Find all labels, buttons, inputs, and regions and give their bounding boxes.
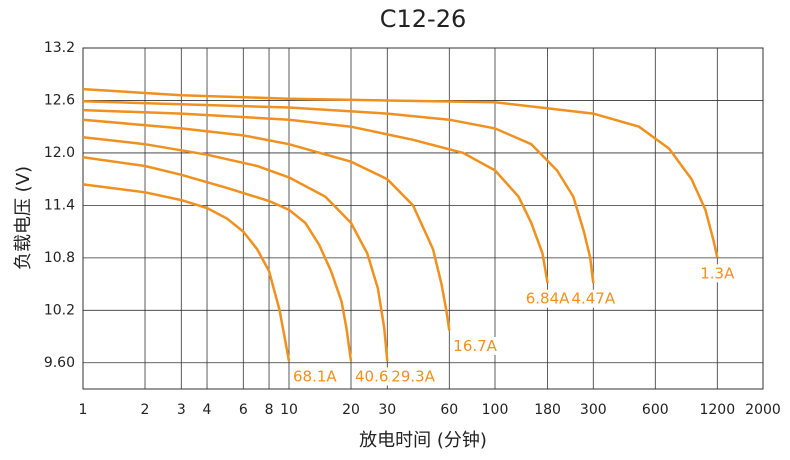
- series-label: 4.47A: [571, 290, 615, 308]
- series-label: 68.1A: [293, 368, 337, 386]
- label-background: [451, 336, 500, 355]
- y-tick-label: 13.2: [44, 40, 75, 56]
- x-tick-label: 20: [342, 402, 360, 418]
- series-label: 1.3A: [700, 264, 735, 282]
- label-background: [523, 289, 573, 308]
- chart-title: C12-26: [380, 5, 467, 33]
- series-line: [82, 100, 595, 284]
- series-label: 16.7A: [453, 337, 497, 355]
- x-tick-label: 8: [265, 402, 274, 418]
- label-background: [389, 367, 438, 386]
- y-tick-label: 11.4: [44, 197, 75, 213]
- y-tick-label: 9.60: [44, 355, 75, 371]
- series-label: 29.3A: [391, 368, 435, 386]
- series-line: [82, 108, 549, 284]
- series-line: [82, 156, 353, 362]
- plot-area: [82, 47, 764, 390]
- x-tick-label: 180: [534, 402, 561, 418]
- series-line: [82, 87, 719, 259]
- y-tick-label: 12.0: [44, 145, 75, 161]
- series-label: 6.84A: [526, 290, 570, 308]
- x-tick-label: 4: [203, 402, 212, 418]
- series-line: [82, 135, 389, 362]
- x-tick-label: 1200: [699, 402, 735, 418]
- x-axis-label: 放电时间 (分钟): [359, 430, 487, 451]
- series-label: 40.6A: [355, 368, 399, 386]
- x-tick-label: 100: [482, 402, 509, 418]
- x-tick-label: 30: [378, 402, 396, 418]
- label-background: [698, 264, 738, 283]
- y-tick-label: 10.8: [44, 250, 75, 266]
- y-tick-label: 10.2: [44, 302, 75, 318]
- series-line: [82, 183, 291, 362]
- x-tick-label: 600: [642, 402, 669, 418]
- x-tick-label: 3: [177, 402, 186, 418]
- label-background: [569, 289, 618, 308]
- x-tick-label: 1: [79, 402, 88, 418]
- series-line: [82, 118, 451, 331]
- x-tick-label: 300: [580, 402, 607, 418]
- x-tick-label: 60: [440, 402, 458, 418]
- x-tick-label: 2000: [745, 402, 781, 418]
- x-tick-label: 2: [141, 402, 150, 418]
- label-background: [290, 367, 340, 386]
- x-tick-label: 10: [280, 402, 298, 418]
- y-tick-label: 12.6: [44, 92, 75, 108]
- x-tick-label: 6: [239, 402, 248, 418]
- y-axis-label: 负载电压 (V): [13, 166, 34, 270]
